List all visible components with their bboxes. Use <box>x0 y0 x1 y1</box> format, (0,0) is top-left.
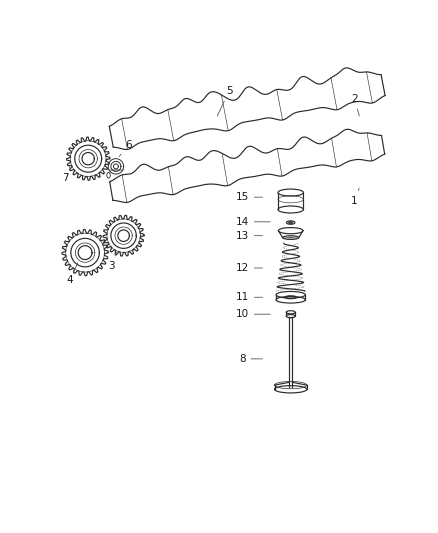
Text: 8: 8 <box>239 354 262 364</box>
Text: 15: 15 <box>236 192 262 202</box>
Text: 6: 6 <box>119 140 132 157</box>
Text: 11: 11 <box>236 292 262 302</box>
Text: 7: 7 <box>62 165 70 183</box>
Text: 2: 2 <box>351 94 359 116</box>
Text: 4: 4 <box>67 263 78 285</box>
Text: 5: 5 <box>217 86 233 116</box>
Text: 12: 12 <box>236 263 262 273</box>
Text: 13: 13 <box>236 231 262 241</box>
Text: 1: 1 <box>351 188 359 206</box>
Text: 10: 10 <box>236 309 270 319</box>
Text: 3: 3 <box>108 252 117 271</box>
Text: 14: 14 <box>236 217 270 227</box>
